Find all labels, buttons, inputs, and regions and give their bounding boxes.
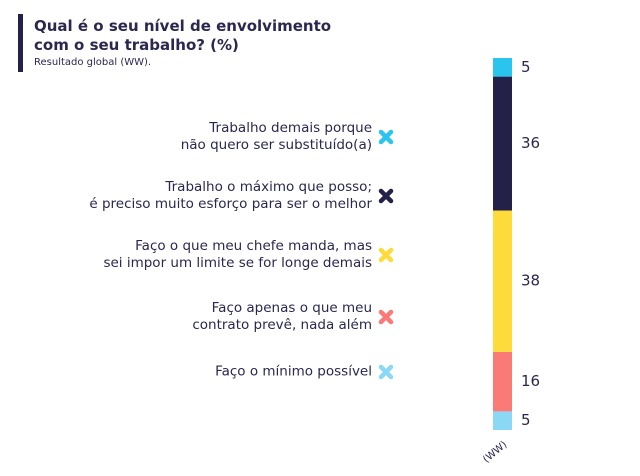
bar-segment	[493, 58, 512, 77]
legend-icon	[378, 129, 394, 145]
chart-subtitle: Resultado global (WW).	[34, 57, 152, 68]
value-label: 38	[521, 272, 540, 290]
bar-segment	[493, 411, 512, 430]
value-label: 5	[521, 58, 531, 76]
value-label: 5	[521, 411, 531, 429]
legend-label: Trabalho o máximo que posso; é preciso m…	[89, 179, 372, 212]
legend-label: Trabalho demais porque não quero ser sub…	[180, 120, 372, 153]
bar-segment	[493, 351, 512, 412]
legend-label: Faço o que meu chefe manda, mas sei impo…	[103, 238, 372, 271]
x-tick-label: (WW)	[481, 439, 509, 465]
legend-icon	[378, 247, 394, 263]
legend-icon	[378, 309, 394, 325]
bar-segment	[493, 210, 512, 352]
legend-icon	[378, 364, 394, 380]
bar-segment	[493, 76, 512, 211]
chart-title: Qual é o seu nível de envolvimento com o…	[34, 17, 332, 54]
value-label: 36	[521, 134, 540, 152]
legend-label: Faço apenas o que meu contrato prevê, na…	[192, 300, 372, 333]
legend-icon	[378, 188, 394, 204]
legend-label: Faço o mínimo possível	[215, 363, 372, 380]
value-label: 16	[521, 372, 540, 390]
title-accent	[18, 14, 23, 72]
